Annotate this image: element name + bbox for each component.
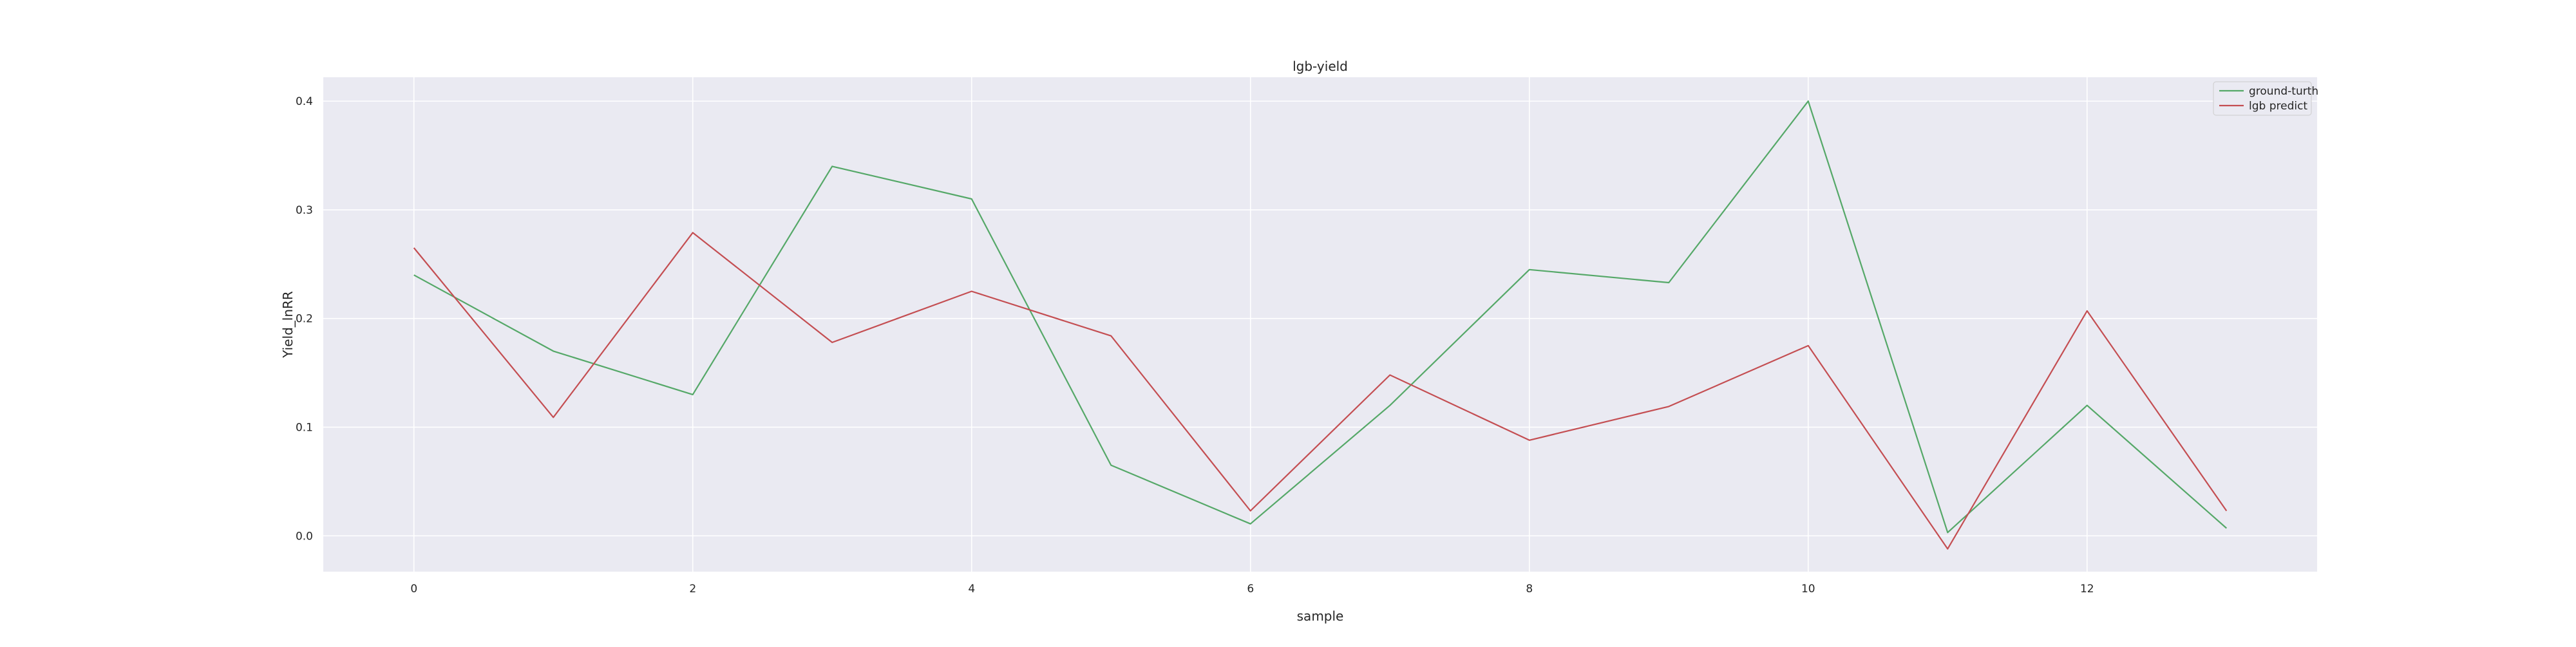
grid-lines: [323, 77, 2317, 572]
plot-area: [323, 77, 2317, 572]
x-tick-label: 12: [2080, 583, 2094, 595]
x-tick-label: 8: [1526, 583, 1533, 595]
x-tick-label: 4: [968, 583, 975, 595]
series-line-lgb-predict: [413, 232, 2228, 550]
y-tick-label: 0.3: [296, 204, 313, 217]
y-tick-label: 0.2: [296, 313, 313, 326]
y-axis-label: Yield_lnRR: [280, 291, 296, 359]
x-tick-label: 6: [1247, 583, 1254, 595]
x-axis-label: sample: [1297, 608, 1344, 624]
series-lines: [413, 100, 2228, 550]
chart-title: lgb-yield: [1293, 59, 1348, 74]
legend-label-ground-truth: ground-turth: [2249, 85, 2318, 98]
tick-labels: 0 2 4 6 8 10 12 0.0 0.1 0.2 0.3 0.4: [296, 95, 2094, 595]
y-tick-label: 0.1: [296, 422, 313, 435]
x-tick-label: 10: [1801, 583, 1815, 595]
x-tick-label: 2: [689, 583, 696, 595]
x-tick-label: 0: [410, 583, 417, 595]
series-line-ground-truth: [413, 100, 2228, 534]
legend: ground-turth lgb predict: [2213, 81, 2318, 116]
y-tick-label: 0.0: [296, 530, 313, 543]
y-tick-label: 0.4: [296, 95, 313, 108]
legend-label-lgb-predict: lgb predict: [2249, 100, 2307, 113]
